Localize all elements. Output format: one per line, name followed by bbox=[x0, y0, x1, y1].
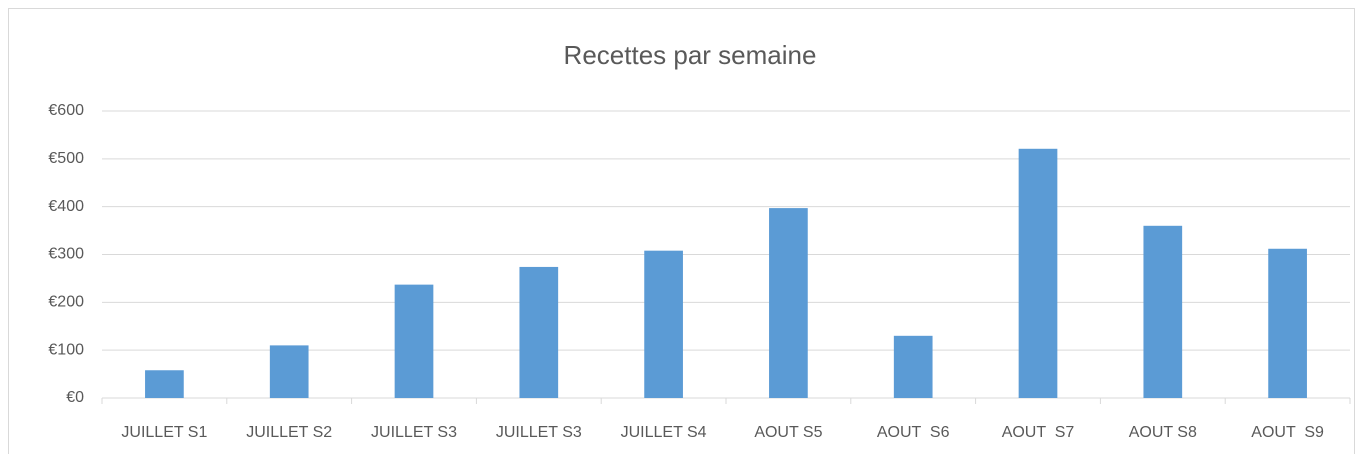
y-tick-label: €200 bbox=[48, 294, 84, 311]
x-tick-label: JUILLET S3 bbox=[371, 424, 457, 441]
x-tick-label: AOUT S7 bbox=[1002, 424, 1075, 441]
y-tick-label: €0 bbox=[66, 389, 84, 406]
bar bbox=[269, 345, 309, 398]
y-tick-label: €600 bbox=[48, 102, 84, 119]
x-tick-label: AOUT S9 bbox=[1251, 424, 1324, 441]
y-tick-label: €100 bbox=[48, 341, 84, 358]
bar bbox=[1018, 148, 1058, 398]
bar bbox=[893, 335, 933, 398]
bar bbox=[644, 250, 683, 398]
x-tick-label: JUILLET S3 bbox=[496, 424, 582, 441]
bar bbox=[394, 284, 434, 398]
x-tick-label: AOUT S6 bbox=[877, 424, 950, 441]
x-tick-label: JUILLET S4 bbox=[621, 424, 707, 441]
x-tick-label: AOUT S5 bbox=[754, 424, 822, 441]
x-tick-label: JUILLET S1 bbox=[121, 424, 207, 441]
y-tick-label: €500 bbox=[48, 150, 84, 167]
y-tick-label: €400 bbox=[48, 198, 84, 215]
bar bbox=[519, 266, 559, 398]
bar bbox=[769, 208, 808, 398]
x-tick-label: AOUT S8 bbox=[1129, 424, 1197, 441]
bar bbox=[145, 370, 184, 398]
x-tick-label: JUILLET S2 bbox=[246, 424, 332, 441]
chart-title: Recettes par semaine bbox=[564, 40, 817, 70]
bar bbox=[1143, 225, 1183, 398]
bar bbox=[1268, 248, 1307, 398]
y-tick-label: €300 bbox=[48, 246, 84, 263]
